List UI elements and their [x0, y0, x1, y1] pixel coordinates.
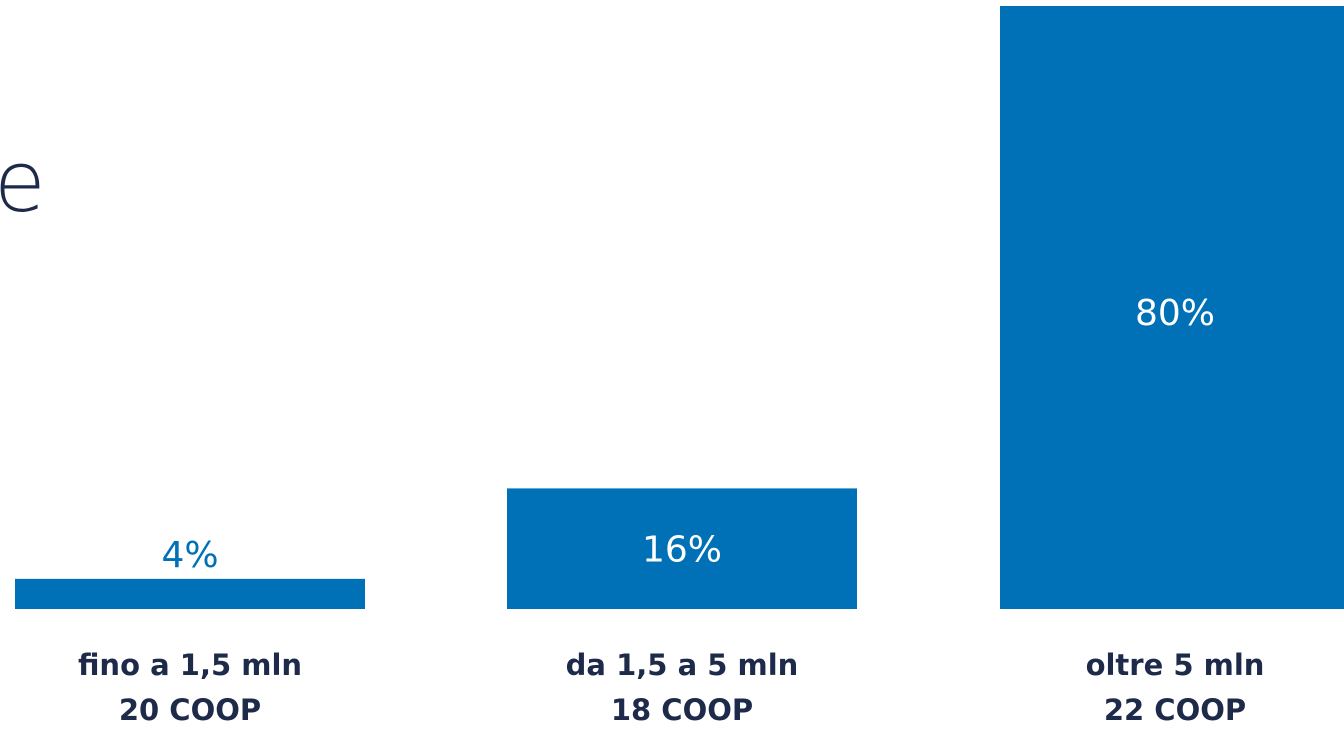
category-label-1-line-1: fino a 1,5 mln	[78, 648, 302, 682]
bar-value-label-2: 16%	[642, 530, 722, 571]
category-label-3-line-2: 22 COOP	[1104, 693, 1246, 727]
bar-value-label-1: 4%	[161, 535, 218, 576]
chart-title-fragment: e	[0, 133, 46, 231]
category-label-3-line-1: oltre 5 mln	[1086, 648, 1265, 682]
category-label-1-line-2: 20 COOP	[119, 693, 261, 727]
bar-3	[1000, 6, 1344, 609]
bar-1	[15, 578, 365, 609]
bar-2	[507, 488, 857, 609]
bar-value-label-3: 80%	[1135, 293, 1215, 334]
category-label-2-line-1: da 1,5 a 5 mln	[566, 648, 799, 682]
category-label-2-line-2: 18 COOP	[611, 693, 753, 727]
